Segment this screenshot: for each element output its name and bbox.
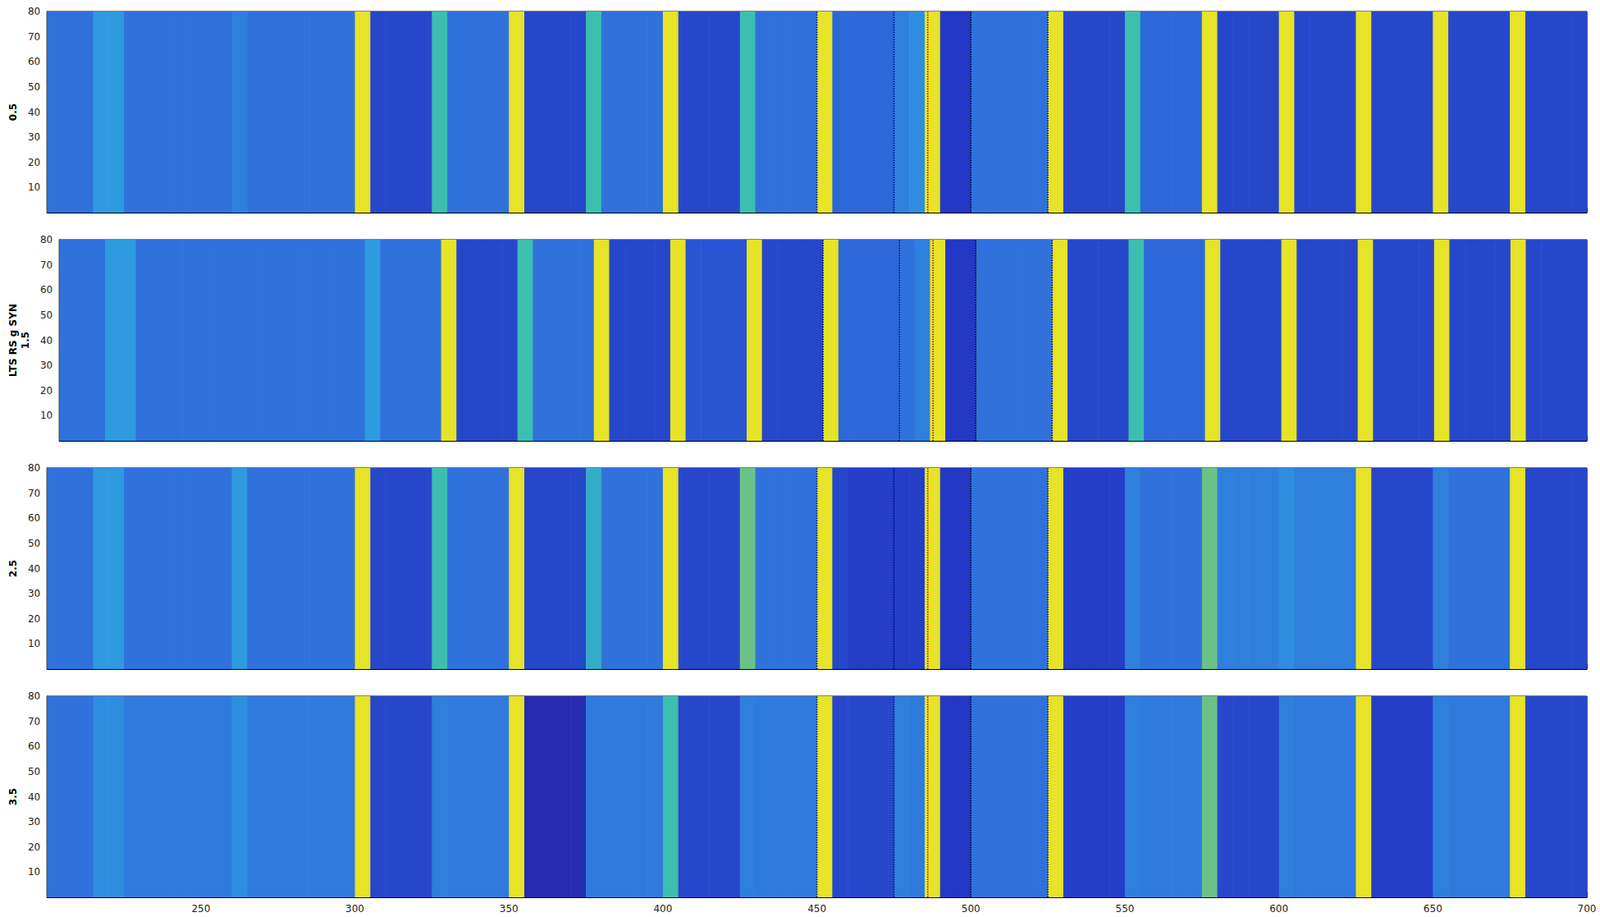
svg-text:10: 10	[27, 865, 41, 878]
svg-text:20: 20	[40, 384, 53, 397]
svg-text:700: 700	[1577, 902, 1597, 915]
svg-text:350: 350	[499, 902, 519, 915]
svg-text:60: 60	[27, 740, 41, 752]
svg-text:2.5: 2.5	[7, 559, 19, 577]
svg-text:30: 30	[27, 815, 41, 828]
svg-text:40: 40	[27, 562, 41, 575]
svg-text:3.5: 3.5	[7, 787, 19, 805]
svg-text:30: 30	[27, 587, 41, 599]
svg-text:60: 60	[40, 283, 53, 296]
svg-text:20: 20	[27, 841, 41, 853]
svg-text:400: 400	[653, 902, 672, 915]
svg-text:40: 40	[27, 790, 41, 803]
svg-text:LTS RS g SYN: LTS RS g SYN	[7, 303, 19, 377]
svg-text:60: 60	[27, 55, 41, 68]
svg-text:550: 550	[1115, 902, 1134, 915]
svg-text:300: 300	[345, 902, 365, 915]
svg-text:70: 70	[27, 31, 41, 43]
svg-text:70: 70	[27, 487, 41, 499]
svg-text:250: 250	[191, 902, 211, 915]
svg-text:600: 600	[1269, 902, 1289, 915]
svg-text:50: 50	[27, 537, 41, 549]
svg-text:450: 450	[807, 902, 827, 915]
svg-text:80: 80	[27, 5, 41, 18]
svg-text:20: 20	[27, 612, 41, 625]
svg-text:500: 500	[961, 902, 981, 915]
svg-text:0.5: 0.5	[7, 103, 19, 121]
svg-text:30: 30	[40, 359, 53, 371]
svg-text:80: 80	[27, 461, 41, 474]
svg-text:10: 10	[40, 409, 53, 421]
svg-text:10: 10	[27, 181, 41, 193]
svg-text:80: 80	[40, 233, 53, 246]
svg-text:70: 70	[27, 715, 41, 727]
svg-text:50: 50	[27, 81, 41, 93]
svg-text:650: 650	[1423, 902, 1443, 915]
svg-text:80: 80	[27, 690, 41, 702]
svg-text:40: 40	[40, 334, 53, 347]
svg-text:60: 60	[27, 512, 41, 524]
svg-text:1.5: 1.5	[19, 331, 32, 349]
svg-text:50: 50	[27, 765, 41, 778]
svg-text:30: 30	[27, 131, 41, 143]
svg-text:10: 10	[27, 637, 41, 650]
svg-text:70: 70	[40, 259, 53, 271]
svg-text:50: 50	[40, 309, 53, 321]
svg-text:40: 40	[27, 106, 41, 119]
svg-text:20: 20	[27, 156, 41, 169]
